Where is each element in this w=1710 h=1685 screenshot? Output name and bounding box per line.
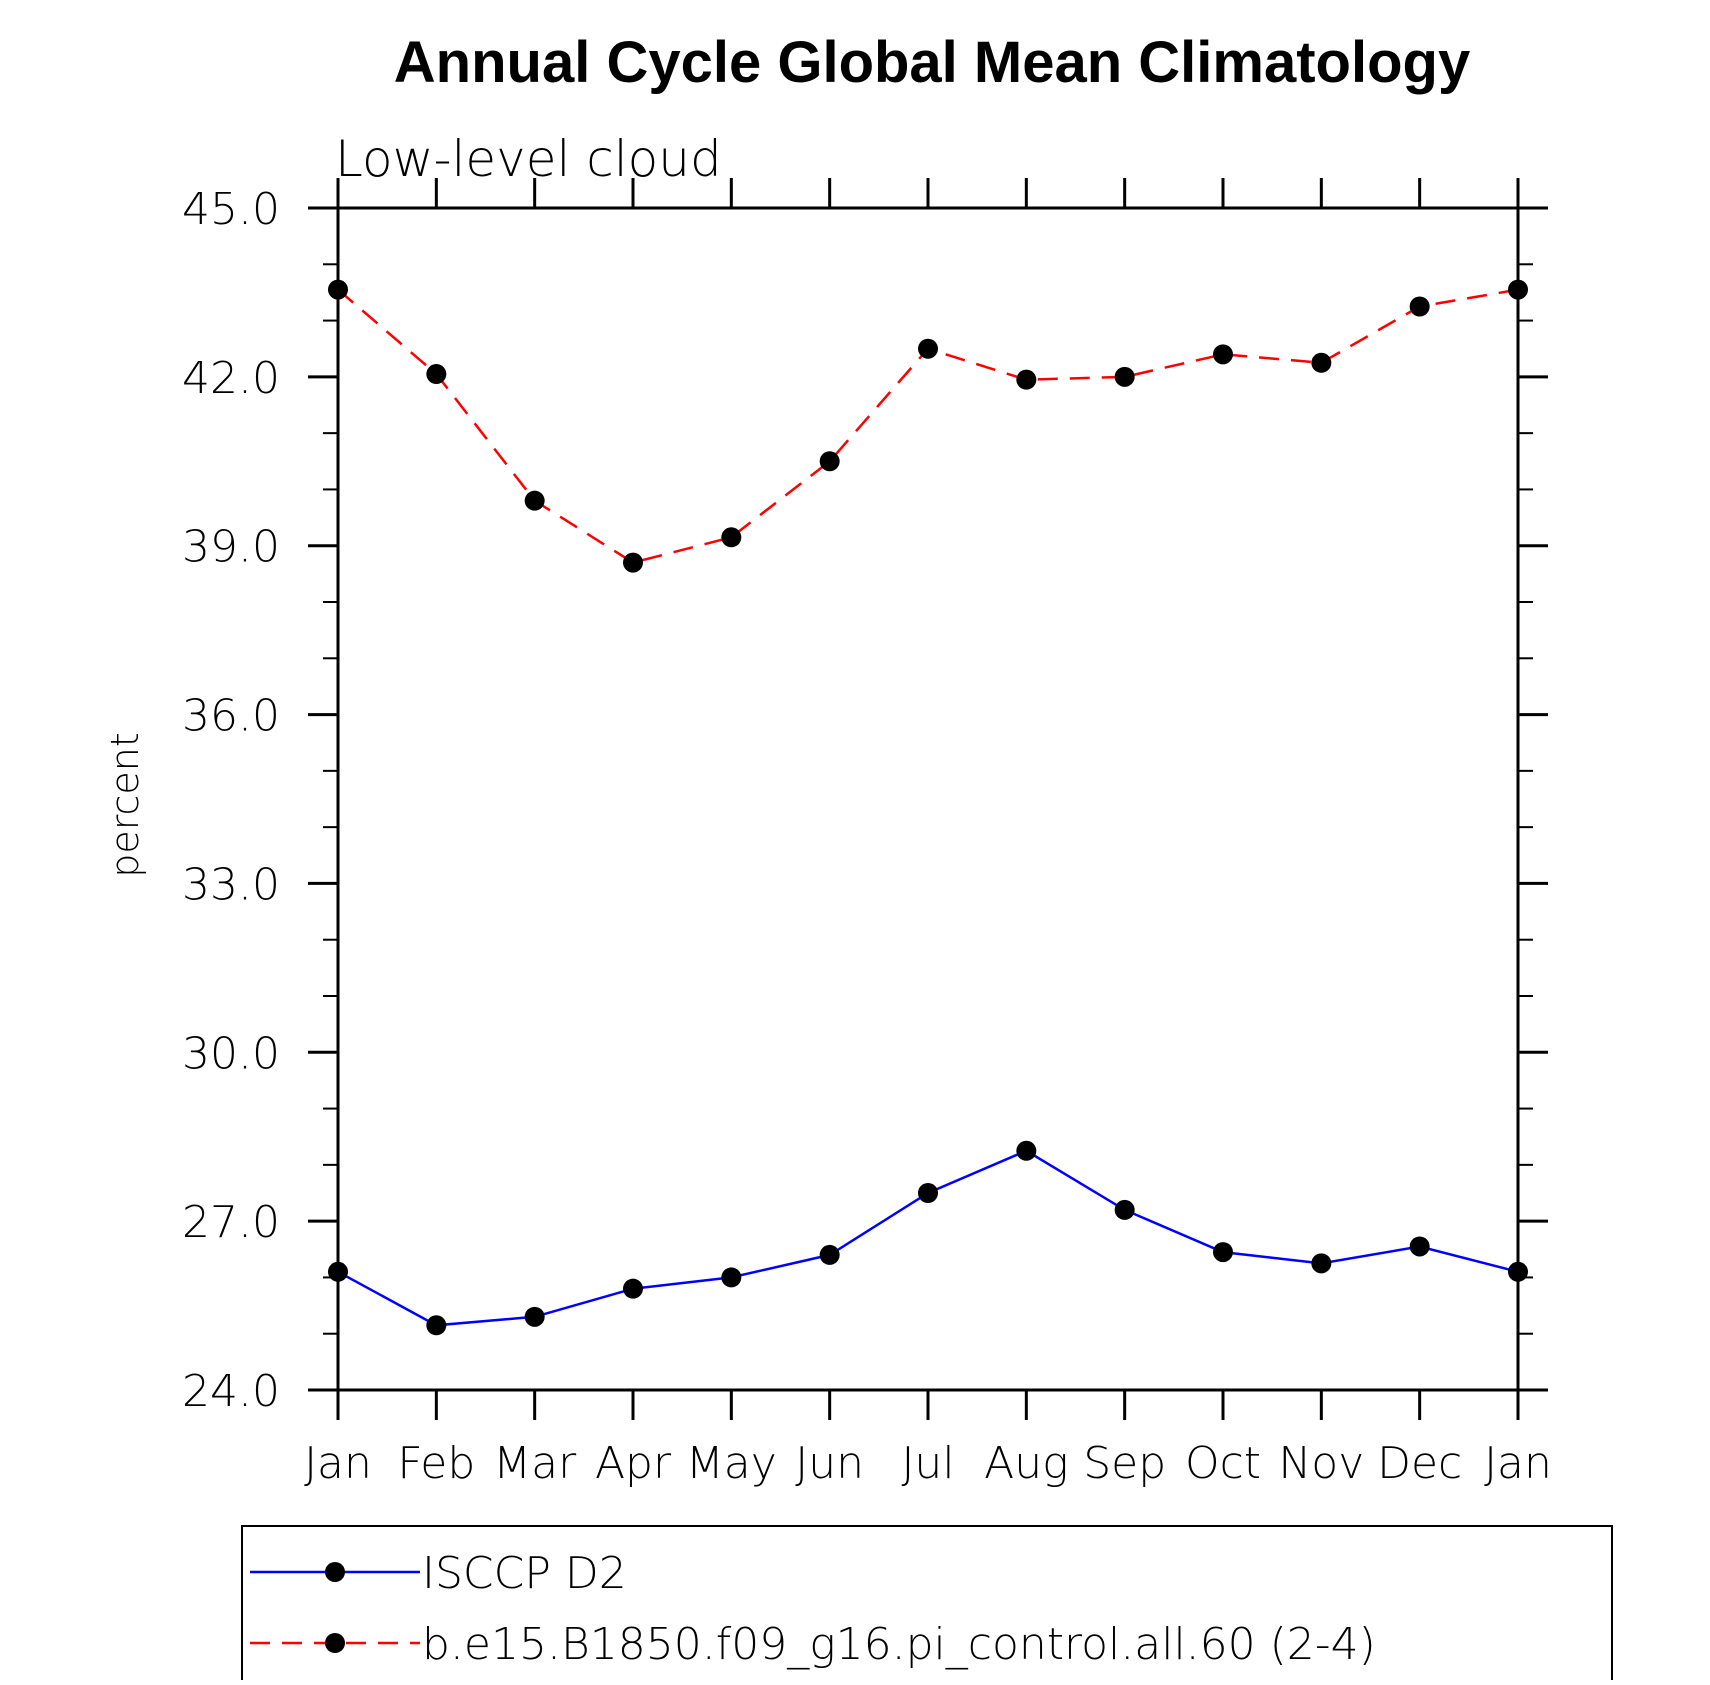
x-tick-label: Oct: [1185, 1438, 1261, 1489]
x-tick-label: Aug: [984, 1438, 1068, 1489]
series-1-point: [1508, 279, 1528, 300]
series-0-point: [1213, 1242, 1233, 1263]
series-0-point: [426, 1315, 447, 1336]
series-0-point: [328, 1261, 348, 1282]
y-axis-label: percent: [103, 732, 147, 878]
y-tick-label: 33.0: [182, 859, 280, 910]
series-layer: [328, 279, 1528, 1336]
series-1-point: [918, 338, 938, 359]
series-1-point: [1311, 352, 1332, 373]
y-tick-label: 30.0: [182, 1028, 280, 1079]
x-tick-label: Mar: [493, 1438, 577, 1489]
series-1-point: [1213, 344, 1233, 365]
series-line-1: [337, 288, 1519, 564]
x-tick-label: Sep: [1083, 1438, 1166, 1489]
series-0-point: [721, 1267, 742, 1288]
legend-swatch-marker-1: [325, 1633, 345, 1653]
series-0-point: [819, 1244, 840, 1265]
x-tick-label: Jan: [304, 1438, 372, 1489]
y-tick-label: 39.0: [182, 522, 280, 573]
x-tick-label: Jan: [1484, 1438, 1552, 1489]
series-0-point: [1016, 1140, 1037, 1161]
series-1-point: [1016, 369, 1037, 390]
series-0-point: [1409, 1236, 1430, 1257]
chart-subtitle: Low-level cloud: [335, 130, 722, 188]
chart-title: Annual Cycle Global Mean Climatology: [394, 30, 1470, 95]
x-tick-label: Apr: [595, 1438, 672, 1489]
legend-swatch-marker-0: [325, 1562, 345, 1582]
series-0-point: [1311, 1253, 1332, 1274]
x-tick-label: Nov: [1278, 1438, 1364, 1489]
x-tick-label: Jun: [795, 1438, 864, 1489]
x-tick-label: May: [686, 1438, 777, 1489]
series-1-point: [623, 552, 643, 573]
legend: ISCCP D2 b.e15.B1850.f09_g16.pi_control.a…: [241, 1525, 1613, 1683]
series-0-point: [1114, 1199, 1135, 1220]
legend-label-0: ISCCP D2: [422, 1548, 627, 1599]
series-1-point: [1114, 366, 1135, 387]
x-tick-label: Feb: [397, 1438, 475, 1489]
series-1-point: [328, 279, 348, 300]
series-0-point: [918, 1183, 938, 1203]
y-tick-label: 36.0: [182, 691, 280, 742]
series-line-0: [337, 1149, 1519, 1327]
y-tick-label: 45.0: [182, 184, 280, 235]
series-1-point: [819, 451, 840, 472]
y-tick-label: 24.0: [182, 1366, 280, 1417]
series-1-point: [426, 364, 447, 385]
x-tick-label: Jul: [901, 1438, 954, 1489]
plot-frame: [336, 206, 1520, 1392]
series-1-point: [721, 527, 742, 548]
series-1-point: [524, 490, 545, 511]
plot-axes: Jan Feb Mar Apr May Jun Jul Aug Sep Oct Nov Dec Jan 2…: [182, 178, 1552, 1489]
series-1-point: [1409, 296, 1430, 317]
y-tick-label: 27.0: [182, 1197, 280, 1248]
x-tick-label: Dec: [1377, 1438, 1462, 1489]
series-0-point: [623, 1278, 643, 1299]
legend-label-1: b.e15.B1850.f09_g16.pi_control.all.60 (2…: [422, 1619, 1376, 1670]
series-0-point: [1508, 1261, 1528, 1282]
series-0-point: [524, 1306, 545, 1327]
y-tick-label: 42.0: [182, 353, 280, 404]
